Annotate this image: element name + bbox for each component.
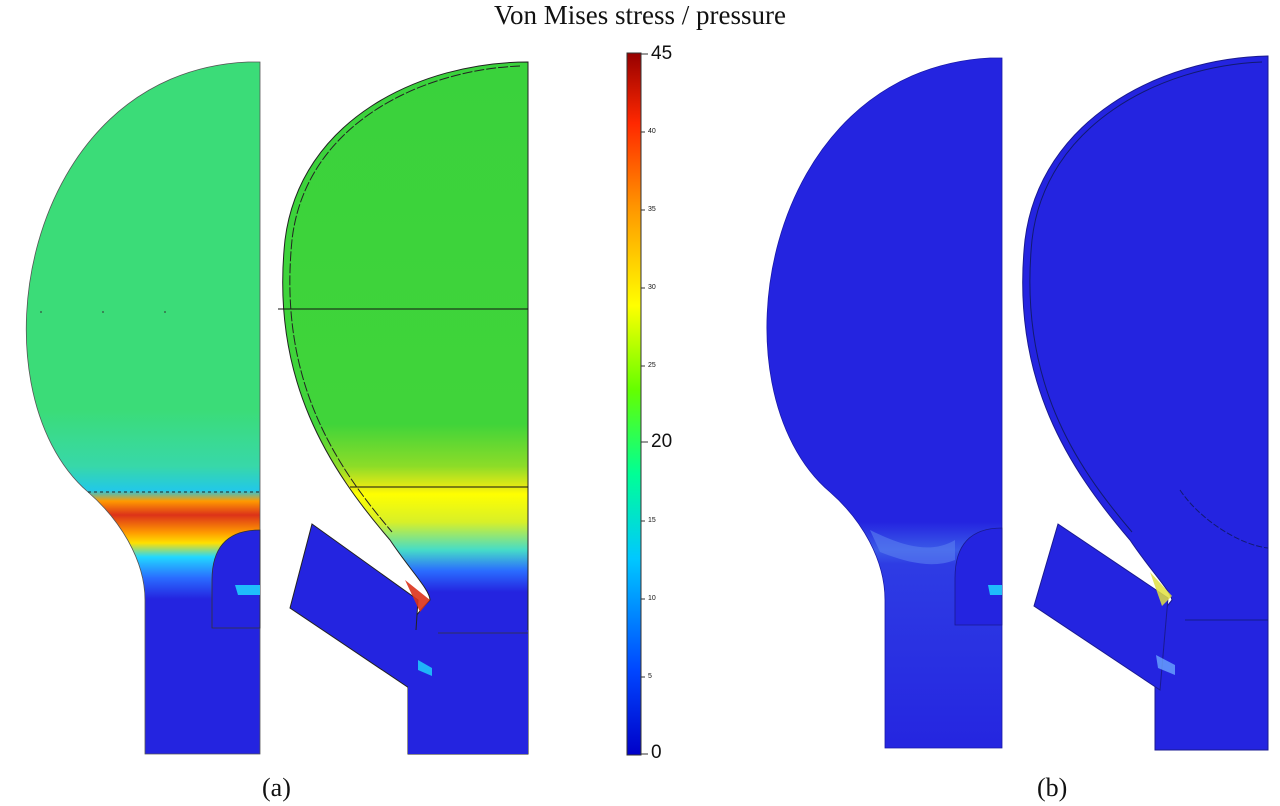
colorbar-label-35: 35 [648, 206, 656, 213]
panel-b-right-contour [1022, 55, 1269, 751]
colorbar-label-40: 40 [648, 128, 656, 135]
colorbar-label-30: 30 [648, 284, 656, 291]
colorbar-label-max: 45 [651, 43, 673, 64]
panel-label-a: (a) [262, 773, 291, 802]
panel-label-b: (b) [1037, 773, 1068, 802]
figure-title: Von Mises stress / pressure [494, 0, 786, 30]
colorbar-label-mid: 20 [651, 431, 673, 452]
colorbar-label-25: 25 [648, 362, 656, 369]
colorbar [626, 52, 648, 756]
colorbar-label-5: 5 [648, 673, 652, 680]
colorbar-label-10: 10 [648, 595, 656, 602]
panel-a-left-contour [25, 61, 261, 755]
colorbar-label-15: 15 [648, 517, 656, 524]
colorbar-ticks [641, 53, 648, 755]
colorbar-label-min: 0 [651, 742, 662, 763]
panel-a-right-contour [278, 61, 529, 755]
panel-b-left-contour [766, 57, 1003, 749]
